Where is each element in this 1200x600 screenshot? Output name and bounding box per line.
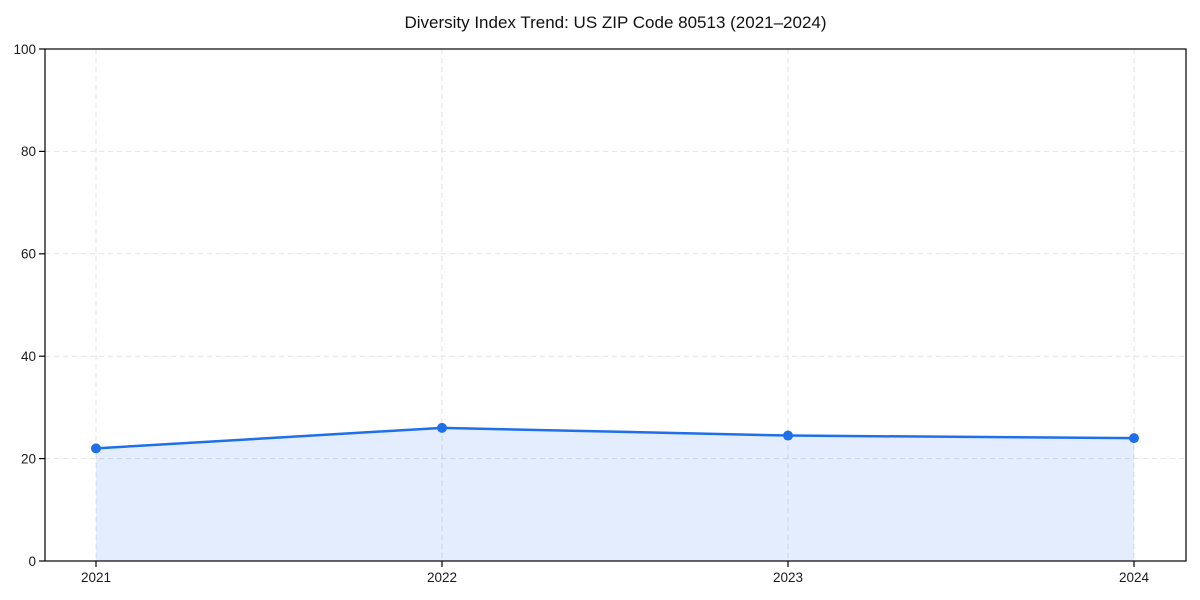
chart-title: Diversity Index Trend: US ZIP Code 80513… bbox=[404, 13, 827, 32]
data-point bbox=[783, 430, 793, 441]
y-tick-label: 0 bbox=[28, 554, 36, 569]
data-point bbox=[1129, 433, 1139, 444]
y-tick-label: 100 bbox=[13, 42, 36, 57]
y-tick-label: 80 bbox=[21, 144, 36, 159]
plot-frame bbox=[44, 48, 1187, 562]
x-tick-label: 2023 bbox=[773, 570, 803, 585]
x-tick-label: 2021 bbox=[81, 570, 111, 585]
y-tick-label: 20 bbox=[21, 451, 36, 466]
data-point bbox=[91, 443, 101, 454]
trend-line bbox=[94, 426, 1136, 450]
y-tick-label: 40 bbox=[21, 349, 36, 364]
x-tick-label: 2022 bbox=[427, 570, 457, 585]
data-point bbox=[437, 422, 447, 433]
x-tick-label: 2024 bbox=[1119, 570, 1150, 585]
y-tick-label: 60 bbox=[21, 247, 36, 262]
area-fill bbox=[96, 427, 1134, 561]
